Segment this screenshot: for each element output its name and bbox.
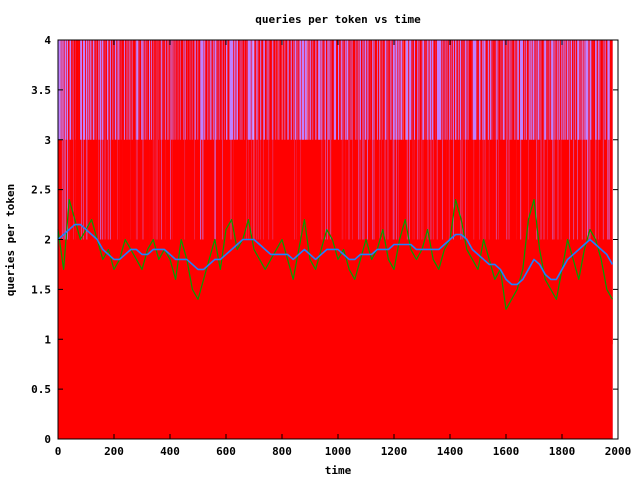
y-tick-label: 2 [44,234,51,247]
series-long-average-line [57,223,614,286]
x-tick-label: 400 [160,445,180,458]
x-tick-label: 2000 [605,445,632,458]
plot-area [57,40,614,439]
x-tick-label: 200 [104,445,124,458]
y-tick-label: 1 [44,333,51,346]
x-tick-label: 800 [272,445,292,458]
y-axis-label: queries per token [4,184,17,297]
x-tick-label: 600 [216,445,236,458]
x-tick-label: 1200 [381,445,408,458]
x-tick-label: 1800 [549,445,576,458]
series-long-average [57,223,614,286]
x-tick-label: 1400 [437,445,464,458]
x-axis-label: time [325,464,352,477]
y-tick-label: 0.5 [31,383,51,396]
y-tick-label: 3.5 [31,84,51,97]
x-tick-label: 1600 [493,445,520,458]
y-tick-label: 0 [44,433,51,446]
x-tick-label: 1000 [325,445,352,458]
chart-title: queries per token vs time [255,13,421,26]
y-tick-label: 1.5 [31,283,51,296]
y-tick-label: 4 [44,34,51,47]
y-tick-label: 2.5 [31,184,51,197]
axes: 0 200 400 600 800 1000 1200 1400 1600 1800 2000 0 0.… [31,34,631,458]
y-tick-label: 3 [44,134,51,147]
x-tick-label: 0 [55,445,62,458]
